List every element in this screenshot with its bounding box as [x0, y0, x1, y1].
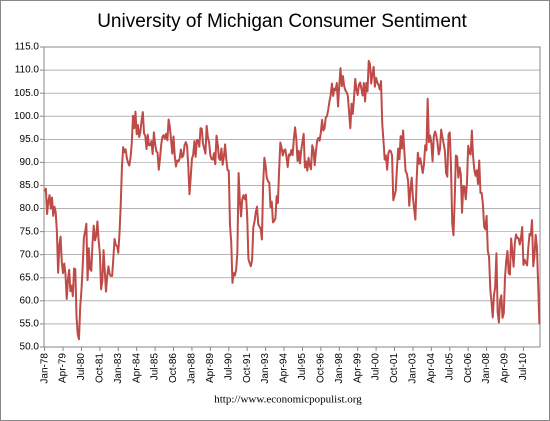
x-tick-label: Jan-78	[39, 353, 50, 384]
chart-title: University of Michigan Consumer Sentimen…	[97, 11, 467, 32]
x-tick-label: Jul-10	[518, 353, 529, 381]
x-tick-label: Jan-08	[481, 353, 492, 384]
y-tick-label: 60.0	[20, 295, 40, 306]
y-tick-label: 90.0	[20, 157, 40, 168]
x-tick-label: Jan-93	[260, 353, 271, 384]
y-tick-label: 95.0	[20, 134, 40, 145]
y-tick-label: 105.0	[14, 88, 39, 99]
y-tick-label: 50.0	[20, 342, 40, 353]
x-tick-label: Jan-03	[408, 353, 419, 384]
y-tick-label: 75.0	[20, 226, 40, 237]
source-note: http://www.economicpopulist.org	[214, 394, 362, 406]
y-tick-label: 70.0	[20, 249, 40, 260]
x-tick-label: Jul-00	[371, 353, 382, 381]
x-tick-label: Jul-90	[223, 353, 234, 381]
y-tick-label: 55.0	[20, 319, 40, 330]
x-tick-label: Oct-06	[463, 353, 474, 383]
x-tick-label: Oct-01	[389, 353, 400, 383]
x-tick-label: Oct-91	[242, 353, 253, 383]
y-tick-label: 65.0	[20, 272, 40, 283]
x-tick-label: Apr-99	[352, 353, 363, 383]
x-tick-label: Oct-86	[168, 353, 179, 383]
x-tick-label: Jul-05	[444, 353, 455, 381]
x-tick-label: Jan-98	[334, 353, 345, 384]
x-tick-label: Oct-81	[95, 353, 106, 383]
y-tick-label: 115.0	[15, 42, 40, 53]
y-tick-label: 100.0	[14, 111, 39, 122]
x-tick-label: Jan-83	[113, 353, 124, 384]
x-tick-label: Apr-94	[279, 353, 290, 383]
x-tick-label: Jul-85	[150, 353, 161, 381]
x-tick-label: Apr-04	[426, 353, 437, 383]
x-tick-label: Jan-88	[187, 353, 198, 384]
x-tick-label: Apr-84	[131, 353, 142, 383]
x-tick-label: Apr-09	[500, 353, 511, 383]
plot-area	[43, 46, 541, 348]
x-tick-label: Apr-79	[58, 353, 69, 383]
x-tick-label: Jul-95	[297, 353, 308, 381]
series-line	[43, 59, 541, 341]
x-tick-label: Jul-80	[76, 353, 87, 381]
y-tick-label: 80.0	[20, 203, 40, 214]
x-tick-label: Oct-96	[315, 353, 326, 383]
x-tick-label: Apr-89	[205, 353, 216, 383]
y-tick-label: 110.0	[15, 65, 40, 76]
y-tick-label: 85.0	[20, 180, 40, 191]
